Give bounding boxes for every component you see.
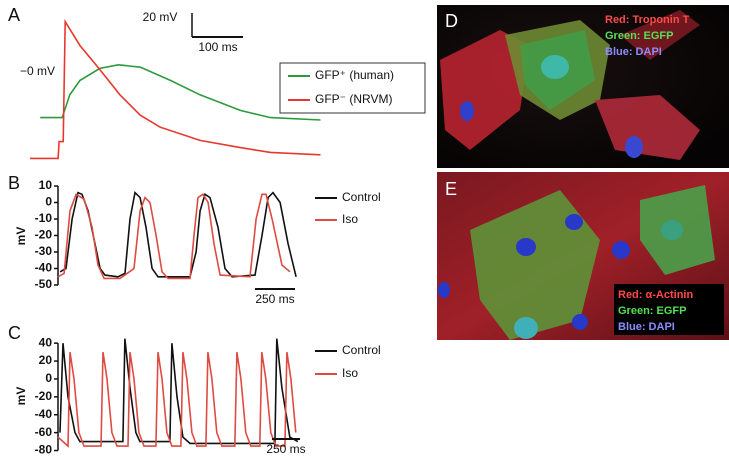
image-e xyxy=(437,172,729,340)
y-tick-label: 0 xyxy=(45,371,52,385)
y-tick-label: -30 xyxy=(35,244,53,258)
scale-bar-label: 250 ms xyxy=(266,442,305,456)
y-tick-label: -20 xyxy=(35,228,53,242)
image-d xyxy=(437,5,729,168)
panel-label: C xyxy=(8,323,21,343)
scale-bar-label: 250 ms xyxy=(255,292,294,306)
scale-bar-label: 20 mV xyxy=(143,10,178,24)
trace xyxy=(40,63,321,121)
trace xyxy=(59,190,297,278)
legend-box xyxy=(279,62,426,114)
y-tick-label: 0 xyxy=(45,195,52,209)
panel-label: D xyxy=(445,11,458,31)
legend-box xyxy=(614,284,724,335)
y-axis-label: mV xyxy=(14,387,28,406)
stain-label: Red: Troponin T xyxy=(605,14,690,26)
y-tick-label: 40 xyxy=(39,335,53,349)
y-tick-label: -40 xyxy=(35,407,53,421)
y-tick-label: -80 xyxy=(35,443,53,457)
trace xyxy=(57,193,291,280)
legend-label: Iso xyxy=(342,212,358,226)
stain-label: Blue: DAPI xyxy=(605,46,662,58)
legend-label: GFP⁺ (human) xyxy=(315,68,394,82)
y-axis-label: mV xyxy=(14,227,28,246)
legend-label: Control xyxy=(342,343,381,357)
y-tick-label: -10 xyxy=(35,211,53,225)
y-tick-label: -20 xyxy=(35,389,53,403)
y-tick-label: -40 xyxy=(35,261,53,275)
legend-label: GFP⁻ (NRVM) xyxy=(315,92,392,106)
y-tick-label: -50 xyxy=(35,277,53,291)
stain-label: Red: α-Actinin xyxy=(618,289,693,301)
scale-bar-label: 100 ms xyxy=(198,40,237,54)
y-tick-label: 20 xyxy=(39,353,53,367)
y-tick-label: -60 xyxy=(35,425,53,439)
stain-label: Green: EGFP xyxy=(618,305,686,317)
zero-label: −0 mV xyxy=(20,64,55,78)
trace xyxy=(57,351,297,448)
panel-label: E xyxy=(445,179,457,199)
stain-label: Green: EGFP xyxy=(605,30,673,42)
legend-label: Control xyxy=(342,190,381,204)
trace xyxy=(30,18,321,160)
stain-label: Blue: DAPI xyxy=(618,321,675,333)
y-tick-label: 10 xyxy=(39,178,53,192)
trace xyxy=(59,338,299,445)
panel-label: B xyxy=(8,173,20,193)
panel-label: A xyxy=(8,5,20,25)
legend-label: Iso xyxy=(342,366,358,380)
